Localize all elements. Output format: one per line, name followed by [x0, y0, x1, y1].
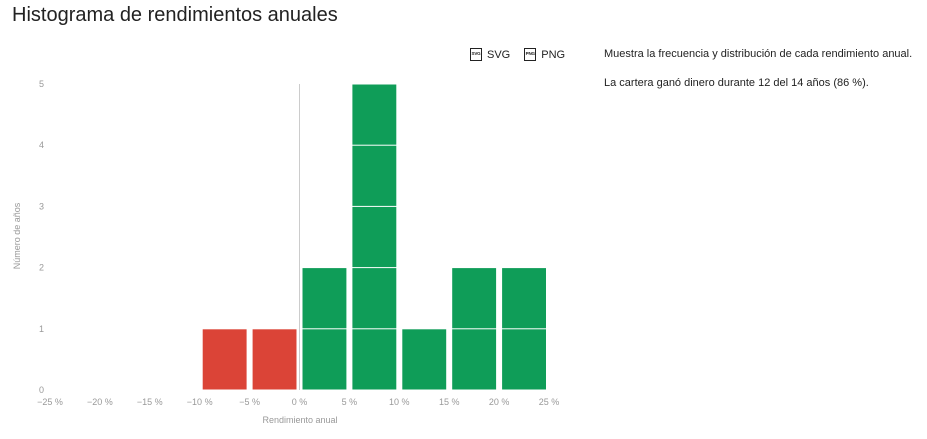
- bar-segment: [502, 268, 546, 329]
- y-tick-label: 2: [39, 263, 44, 273]
- svg-file-icon: SVG: [470, 48, 482, 61]
- histogram-bar[interactable]: [452, 268, 497, 390]
- bar-segment: [502, 329, 546, 390]
- x-tick-label: −25 %: [37, 397, 63, 407]
- y-tick-label: 4: [39, 140, 44, 150]
- bar-segment: [352, 84, 397, 145]
- y-axis-label: Número de años: [12, 202, 22, 269]
- y-tick-label: 0: [39, 385, 44, 395]
- x-tick-label: −10 %: [187, 397, 213, 407]
- x-tick-label: −15 %: [137, 397, 163, 407]
- export-toolbar: SVG SVG PNG PNG: [470, 48, 565, 61]
- histogram-bar[interactable]: [302, 268, 347, 390]
- bar-segment: [452, 268, 497, 329]
- histogram-bar[interactable]: [502, 268, 546, 390]
- bar-segment: [352, 145, 397, 206]
- histogram-bar[interactable]: [202, 329, 247, 390]
- bar-segment: [302, 329, 347, 390]
- x-tick-label: −5 %: [239, 397, 260, 407]
- bar-segment: [202, 329, 247, 390]
- x-tick-label: 20 %: [489, 397, 510, 407]
- x-tick-label: 25 %: [539, 397, 560, 407]
- x-tick-label: 5 %: [342, 397, 358, 407]
- x-tick-label: −20 %: [87, 397, 113, 407]
- histogram-bar[interactable]: [252, 329, 297, 390]
- bar-segment: [352, 206, 397, 268]
- y-axis-ticks: 0 1 2 3 4 5: [39, 79, 44, 395]
- x-axis-ticks: −25 % −20 % −15 % −10 % −5 % 0 % 5 % 10 % 15 % 20…: [37, 397, 559, 407]
- export-png-label: PNG: [541, 48, 566, 61]
- png-file-icon: PNG: [524, 48, 537, 61]
- page-title: Histograma de rendimientos anuales: [12, 4, 338, 26]
- portfolio-summary: La cartera ganó dinero durante 12 del 14…: [604, 77, 869, 89]
- x-tick-label: 10 %: [389, 397, 410, 407]
- export-svg-button[interactable]: SVG SVG: [470, 48, 510, 61]
- chart-description: Muestra la frecuencia y distribución de …: [604, 48, 913, 60]
- bar-segment: [352, 268, 397, 329]
- bar-segment: [302, 268, 347, 329]
- x-tick-label: 0 %: [292, 397, 308, 407]
- bar-segment: [452, 329, 497, 390]
- bar-segment: [352, 329, 397, 390]
- y-tick-label: 5: [39, 79, 44, 89]
- histogram-bar[interactable]: [402, 329, 447, 390]
- histogram-chart: 0 1 2 3 4 5 −25 % −20 % −15 % −10 % −5 % 0 % 5 % 10 …: [12, 79, 559, 425]
- histogram-bars: [202, 84, 546, 390]
- bar-segment: [402, 329, 447, 390]
- bar-segment: [252, 329, 297, 390]
- histogram-bar[interactable]: [352, 84, 397, 390]
- y-tick-label: 3: [39, 201, 44, 211]
- info-panel: Muestra la frecuencia y distribución de …: [604, 48, 924, 106]
- y-tick-label: 1: [39, 324, 44, 334]
- x-axis-label: Rendimiento anual: [262, 415, 337, 425]
- x-tick-label: 15 %: [439, 397, 460, 407]
- export-svg-label: SVG: [487, 48, 511, 61]
- export-png-button[interactable]: PNG PNG: [524, 48, 565, 61]
